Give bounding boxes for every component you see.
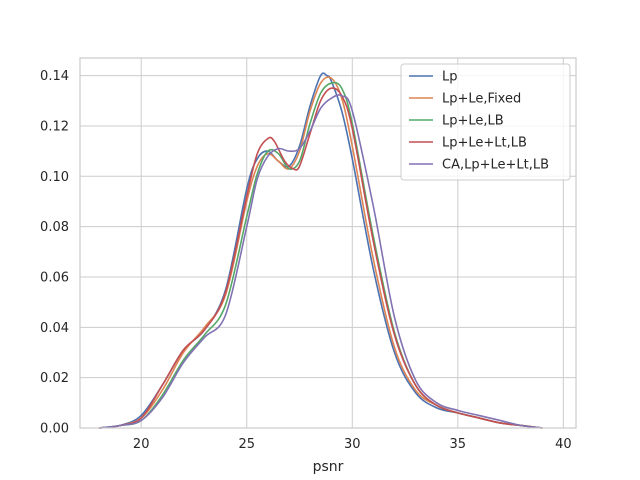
y-tick-label: 0.06 xyxy=(40,270,69,285)
legend-label: Lp+Le,Fixed xyxy=(442,92,521,107)
series-line-4 xyxy=(98,87,543,429)
series-line-5 xyxy=(98,94,543,429)
legend-label: CA,Lp+Le+Lt,LB xyxy=(442,158,549,173)
y-tick-label: 0.12 xyxy=(40,119,69,134)
y-tick-label: 0.08 xyxy=(40,220,69,235)
y-tick-label: 0.14 xyxy=(40,69,69,84)
legend-box xyxy=(400,63,571,181)
x-tick-label: 25 xyxy=(238,437,255,452)
tick-labels: 20 25 30 35 40 0.00 0.02 0.04 0.06 0.08 0.10 0.12 0.… xyxy=(40,69,572,452)
x-tick-label: 20 xyxy=(133,437,150,452)
y-tick-label: 0.04 xyxy=(40,321,69,336)
series-layer xyxy=(98,72,543,429)
x-tick-label: 40 xyxy=(555,437,572,452)
legend-label: Lp xyxy=(442,70,458,85)
plot-frame xyxy=(79,57,577,429)
x-tick-label: 30 xyxy=(344,437,361,452)
x-axis-label: psnr xyxy=(313,459,344,475)
x-tick-label: 35 xyxy=(450,437,467,452)
legend-label: Lp+Le+Lt,LB xyxy=(442,136,527,151)
legend: Lp Lp+Le,Fixed Lp+Le,LB Lp+Le+Lt,LB CA,Lp+Le… xyxy=(400,63,571,181)
y-tick-label: 0.10 xyxy=(40,170,69,185)
legend-label: Lp+Le,LB xyxy=(442,114,504,129)
y-tick-label: 0.00 xyxy=(40,422,69,437)
y-tick-label: 0.02 xyxy=(40,371,69,386)
